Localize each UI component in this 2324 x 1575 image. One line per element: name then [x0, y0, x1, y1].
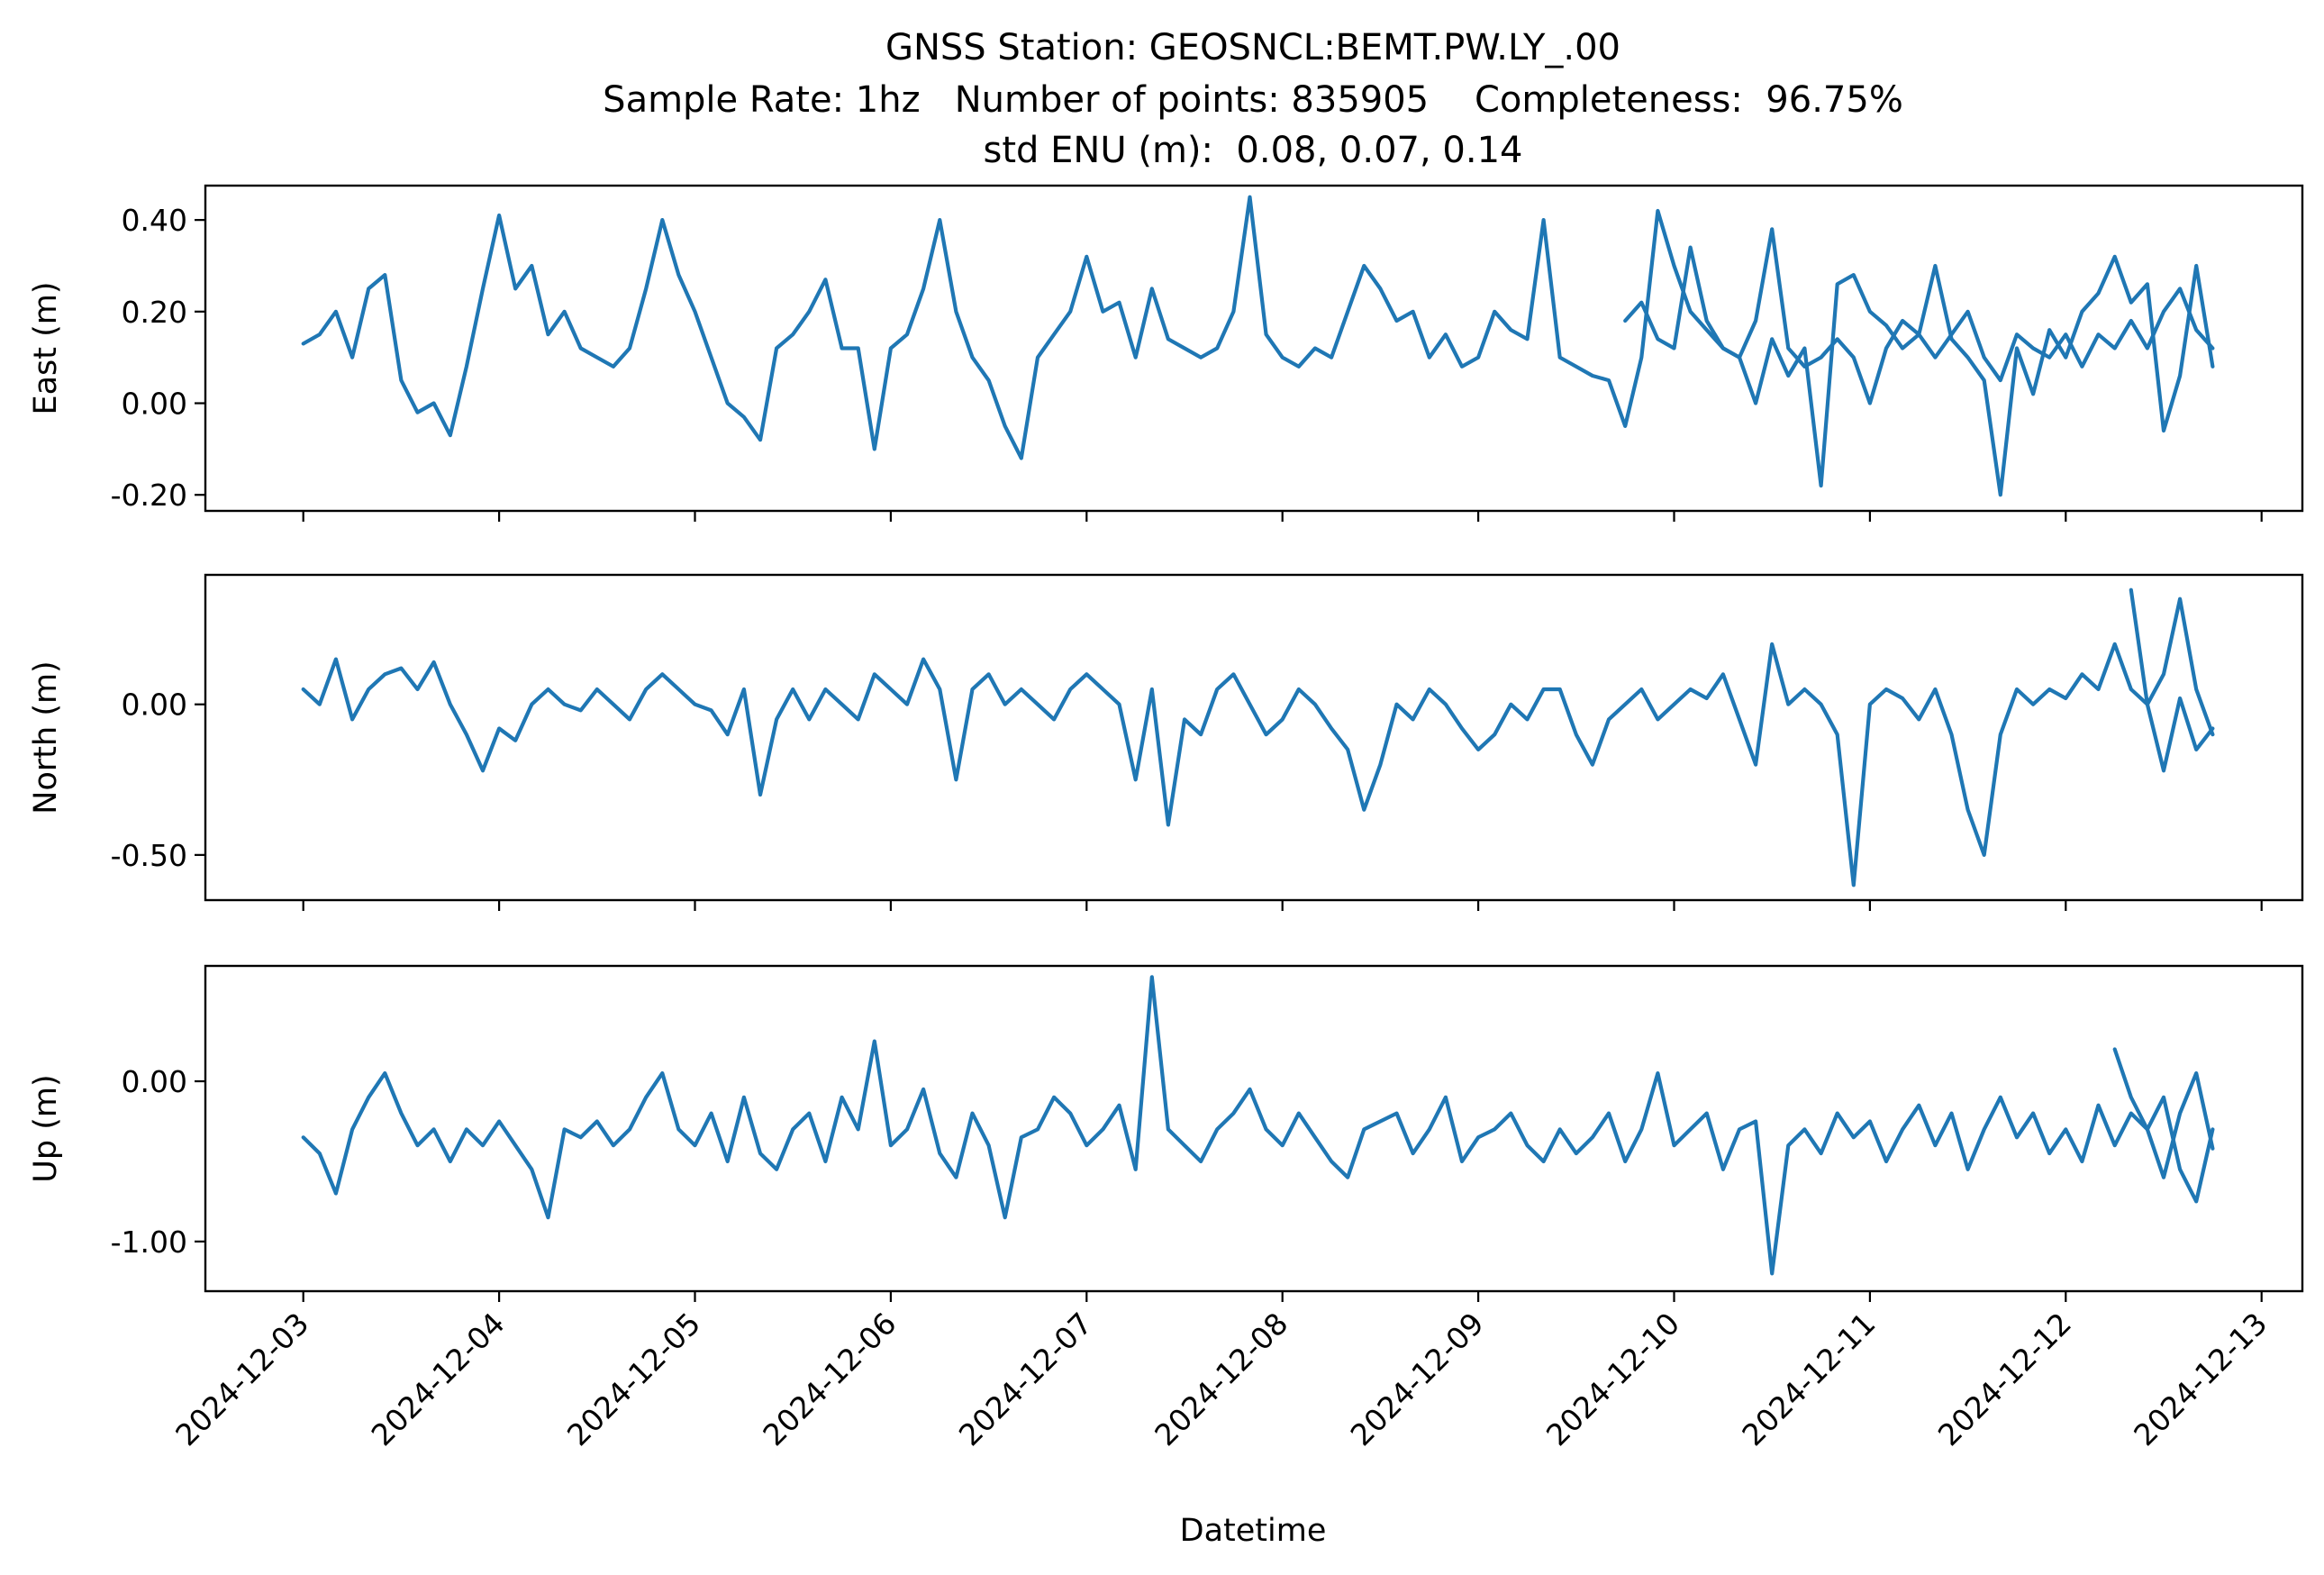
x-tick-label-0: 2024-12-03	[168, 1306, 315, 1452]
series-line-3	[301, 975, 2215, 1276]
chart-title-line-2: Sample Rate: 1hz Number of points: 83590…	[603, 79, 1903, 121]
y-tick-label-1-3: 0.40	[122, 203, 187, 238]
y-tick-label-1-0: -0.20	[111, 478, 187, 513]
x-tick-label-8: 2024-12-11	[1735, 1306, 1882, 1452]
chart-title-line-1: GNSS Station: GEOSNCL:BEMT.PW.LY_.00	[885, 27, 1620, 68]
x-tick-label-1: 2024-12-04	[365, 1306, 512, 1452]
x-axis-label: Datetime	[1180, 1513, 1327, 1549]
chart-title-line-3: std ENU (m): 0.08, 0.07, 0.14	[984, 130, 1523, 171]
y-axis-label-3: Up (m)	[28, 1074, 64, 1182]
series-line-2-segment	[2129, 587, 2215, 773]
series-line-2	[301, 596, 2215, 888]
y-tick-label-2-1: 0.00	[122, 687, 187, 723]
y-tick-label-2-0: -0.50	[111, 838, 187, 873]
x-axis: 2024-12-03 2024-12-04 2024-12-05 2024-12-06…	[168, 1306, 2274, 1452]
x-tick-label-5: 2024-12-08	[1148, 1306, 1294, 1452]
series-line-3-segment	[2112, 1047, 2215, 1179]
panel-1: -0.20 0.00 0.20 0.40 East (m)	[28, 184, 2304, 522]
y-tick-label-1-2: 0.20	[122, 295, 187, 330]
panel-3: -1.00 0.00 Up (m)	[28, 964, 2304, 1302]
x-tick-label-3: 2024-12-06	[756, 1306, 903, 1452]
y-tick-label-3-1: 0.00	[122, 1064, 187, 1099]
series-line-1-segment	[1623, 245, 2215, 497]
x-tick-label-4: 2024-12-07	[952, 1306, 1099, 1452]
panel-frame-3	[204, 964, 2304, 1293]
x-tick-label-7: 2024-12-10	[1539, 1306, 1686, 1452]
panels-group: -0.20 0.00 0.20 0.40 East (m) -0.50 0.00 North …	[28, 184, 2304, 1302]
panel-frame-1	[204, 184, 2304, 513]
x-tick-label-6: 2024-12-09	[1344, 1306, 1491, 1452]
x-tick-label-2: 2024-12-05	[560, 1306, 707, 1452]
panel-frame-2	[204, 573, 2304, 902]
y-axis-label-1: East (m)	[28, 281, 64, 414]
x-tick-label-10: 2024-12-13	[2127, 1306, 2274, 1452]
y-tick-label-3-0: -1.00	[111, 1224, 187, 1260]
panel-2: -0.50 0.00 North (m)	[28, 573, 2304, 911]
y-tick-label-1-1: 0.00	[122, 387, 187, 422]
y-axis-label-2: North (m)	[28, 660, 64, 814]
x-tick-label-9: 2024-12-12	[1931, 1306, 2078, 1452]
series-line-1	[301, 195, 2215, 460]
